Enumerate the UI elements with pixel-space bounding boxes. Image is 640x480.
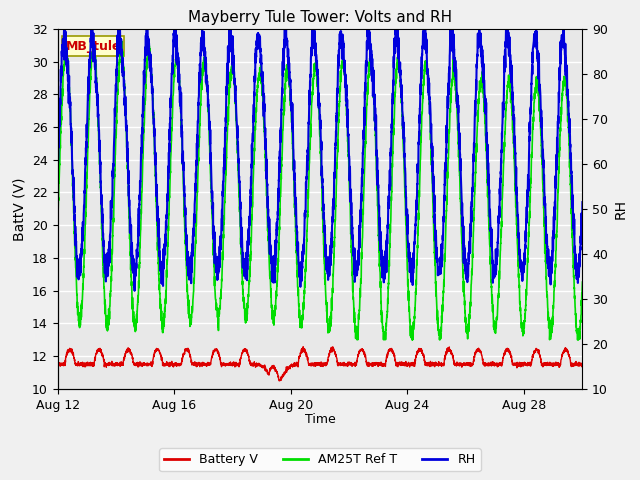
Y-axis label: BattV (V): BattV (V) <box>12 177 26 240</box>
X-axis label: Time: Time <box>305 413 335 426</box>
Text: MB_tule: MB_tule <box>65 40 121 53</box>
Legend: Battery V, AM25T Ref T, RH: Battery V, AM25T Ref T, RH <box>159 448 481 471</box>
Y-axis label: RH: RH <box>614 199 628 219</box>
Title: Mayberry Tule Tower: Volts and RH: Mayberry Tule Tower: Volts and RH <box>188 10 452 25</box>
